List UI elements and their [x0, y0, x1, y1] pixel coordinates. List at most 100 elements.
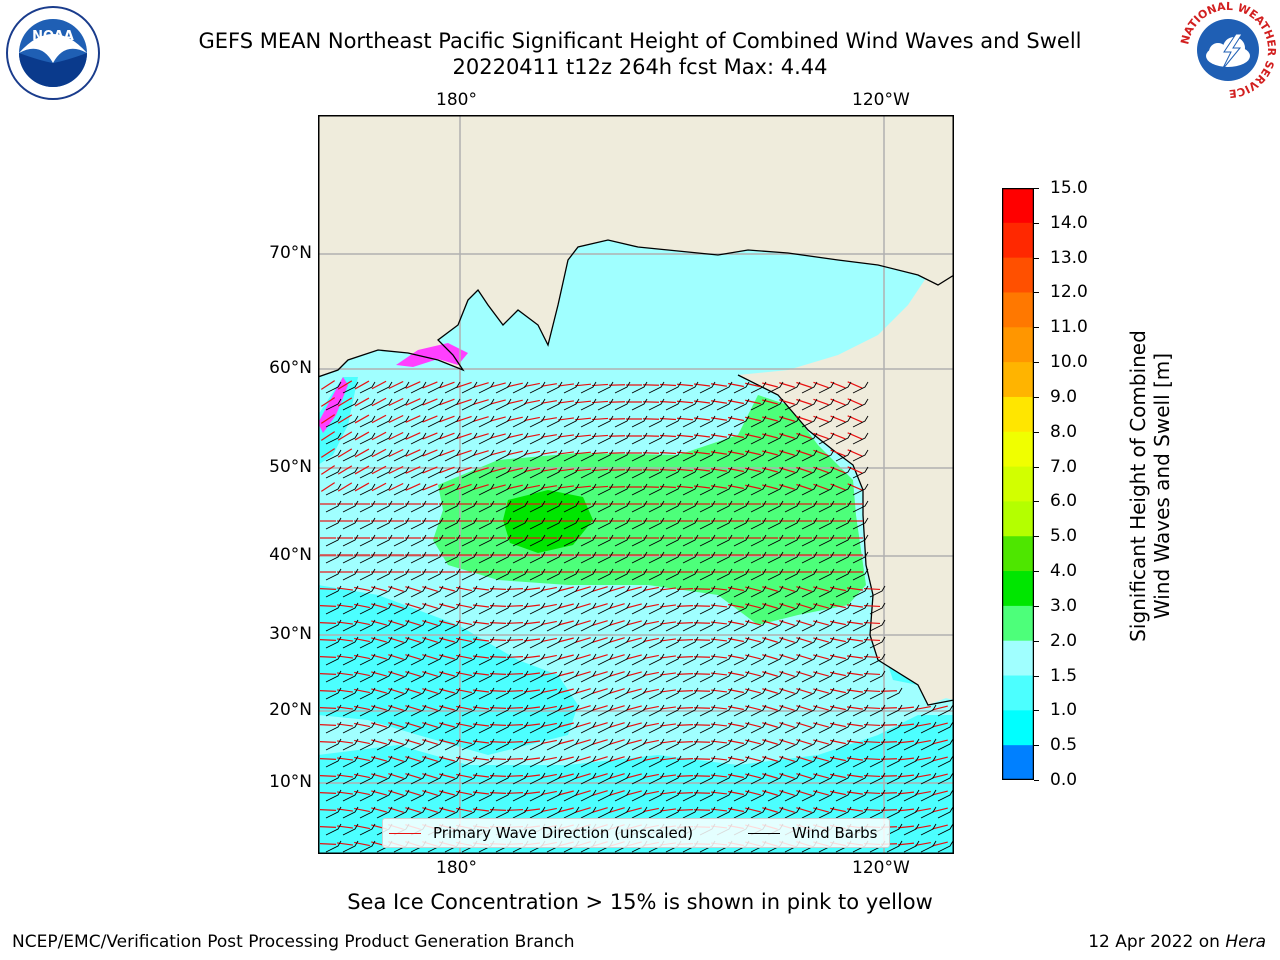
wind-barb	[359, 636, 376, 649]
wind-barb	[580, 415, 597, 428]
wind-barb	[767, 398, 784, 411]
wave-arrow	[932, 807, 948, 813]
wind-barb	[631, 619, 648, 632]
wind-barb	[818, 551, 835, 564]
wave-arrow	[506, 622, 524, 624]
wind-barb	[444, 687, 461, 700]
wind-barb	[699, 704, 716, 717]
wind-barb	[750, 449, 767, 462]
wave-arrow	[506, 690, 524, 692]
wind-barb	[597, 738, 614, 751]
wind-barb	[699, 755, 716, 768]
wind-barb	[461, 585, 478, 598]
wind-barb	[784, 534, 801, 547]
wind-barb	[580, 551, 597, 564]
colorbar-segment	[1002, 640, 1034, 677]
wind-barb	[631, 500, 648, 513]
wind-barb	[682, 534, 699, 547]
colorbar-segment	[1002, 605, 1034, 642]
wind-barb	[325, 432, 342, 445]
wind-barb	[665, 381, 682, 394]
wind-barb	[444, 738, 461, 751]
wave-arrow	[422, 381, 438, 389]
wave-arrow	[915, 756, 931, 762]
wave-arrow	[591, 400, 609, 404]
wave-arrow	[609, 688, 625, 694]
wind-barb	[512, 772, 529, 785]
wave-arrow	[473, 450, 489, 456]
wind-barb	[733, 772, 750, 785]
wave-arrow	[659, 587, 677, 591]
colorbar-segment	[1002, 710, 1034, 746]
wind-barb	[648, 772, 665, 785]
wave-arrow	[439, 381, 455, 389]
wind-barb	[733, 755, 750, 768]
wave-arrow	[609, 603, 625, 609]
wind-barb	[495, 636, 512, 649]
wind-barb	[563, 432, 580, 445]
wave-arrow	[659, 655, 677, 659]
wind-barb	[461, 415, 478, 428]
wind-barb	[682, 415, 699, 428]
wave-arrow	[319, 588, 337, 590]
wind-barb	[512, 602, 529, 615]
colorbar-tick-mark	[1034, 745, 1039, 747]
wave-arrow	[541, 705, 557, 711]
wave-arrow	[676, 656, 694, 658]
wind-barb	[444, 517, 461, 530]
wind-barb	[733, 398, 750, 411]
wind-barb	[580, 432, 597, 445]
wave-arrow	[557, 485, 575, 489]
wave-arrow	[609, 637, 625, 643]
wind-barb	[393, 398, 410, 411]
lat-label-40n: 40°N	[269, 545, 312, 565]
wave-arrow	[676, 588, 694, 590]
wave-arrow	[388, 397, 404, 407]
lat-label-10n: 10°N	[269, 772, 312, 792]
wind-barb	[444, 500, 461, 513]
colorbar-segment	[1002, 188, 1034, 224]
wind-barb	[512, 755, 529, 768]
wind-barb	[801, 381, 818, 394]
wave-arrow	[609, 705, 625, 711]
colorbar-segment	[1002, 745, 1034, 781]
wind-barb	[444, 755, 461, 768]
wind-barb	[342, 432, 359, 445]
wind-barb	[818, 755, 835, 768]
wind-barb	[852, 738, 869, 751]
wind-barb	[410, 721, 427, 734]
wind-barb	[937, 755, 954, 768]
wind-barb	[818, 466, 835, 479]
wave-arrow	[541, 485, 557, 489]
wind-barb	[495, 670, 512, 683]
wave-arrow	[506, 639, 524, 641]
wave-arrow	[320, 448, 336, 458]
wind-barb	[716, 466, 733, 479]
wind-barb	[750, 772, 767, 785]
wave-arrow	[320, 465, 336, 475]
wind-barb	[580, 789, 597, 802]
wind-barb	[478, 789, 495, 802]
wind-barb	[597, 517, 614, 530]
wind-barb	[716, 738, 733, 751]
wind-barb	[580, 755, 597, 768]
wind-barb	[631, 398, 648, 411]
wind-barb	[869, 755, 886, 768]
wind-barb	[359, 704, 376, 717]
wave-arrow	[643, 688, 659, 694]
wave-arrow	[558, 671, 574, 677]
wind-barb	[512, 653, 529, 666]
wind-barb	[818, 534, 835, 547]
wind-barb	[410, 381, 427, 394]
wind-barb	[818, 721, 835, 734]
wind-barb	[325, 704, 342, 717]
colorbar-tick-label: 11.0	[1050, 317, 1088, 338]
wind-barb	[631, 738, 648, 751]
wind-barb	[529, 619, 546, 632]
wave-arrow	[541, 468, 557, 472]
wave-arrow	[507, 416, 523, 422]
wave-arrow	[541, 773, 557, 779]
wind-barb	[699, 381, 716, 394]
wind-barb	[903, 823, 920, 836]
colorbar-tick-label: 3.0	[1050, 595, 1078, 616]
